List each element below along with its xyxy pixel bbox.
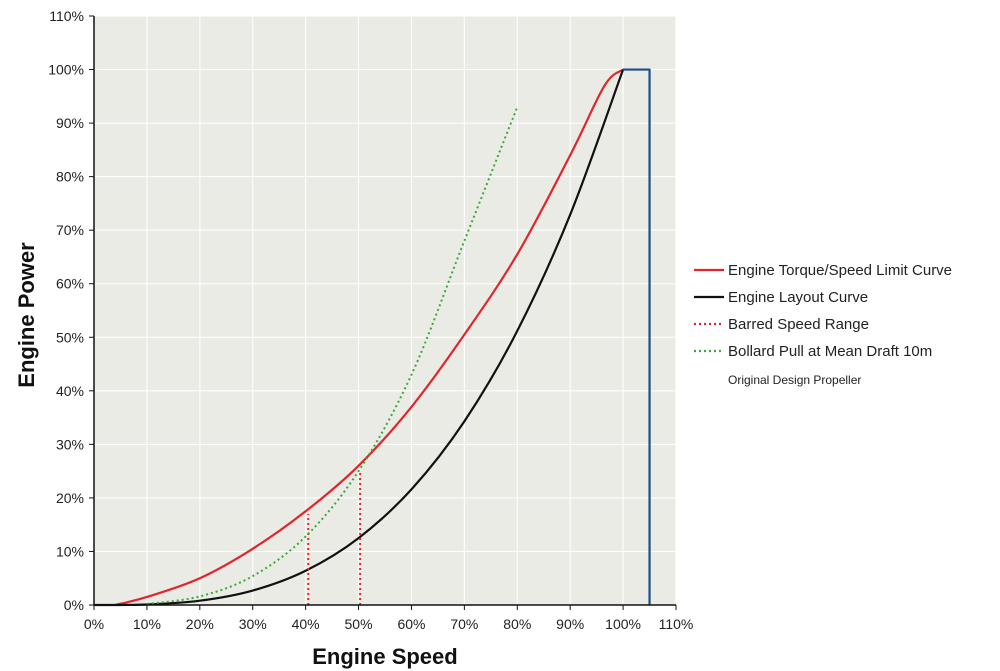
x-tick-label: 80% [503,616,531,632]
legend-label: Engine Torque/Speed Limit Curve [728,262,952,279]
x-tick-label: 110% [659,616,694,632]
y-tick-label: 110% [49,8,84,24]
series-line-bollard-pull-at-mean-draft-10m [146,106,519,605]
y-tick-label: 20% [56,490,84,506]
x-tick-label: 100% [605,616,641,632]
x-tick-label: 60% [397,616,425,632]
y-tick-label: 40% [56,383,84,399]
y-tick-label: 0% [64,597,84,613]
x-axis-title: Engine Speed [312,644,457,669]
x-tick-label: 40% [292,616,320,632]
legend-label: Engine Layout Curve [728,289,868,306]
y-tick-label: 30% [56,436,84,452]
x-tick-label: 20% [186,616,214,632]
y-tick-labels: 0% 10% 20% 30% 40% 50% 60% 70% 80% 90% 100% 110% [48,8,94,613]
y-tick-label: 50% [56,329,84,345]
plot-background [94,16,676,605]
x-tick-label: 30% [239,616,267,632]
x-tick-label: 90% [556,616,584,632]
legend-label: Bollard Pull at Mean Draft 10m [728,343,932,360]
y-tick-label: 10% [56,543,84,559]
y-tick-label: 90% [56,115,84,131]
y-tick-label: 70% [56,222,84,238]
series-line-engine-layout-curve [93,69,625,607]
y-tick-label: 80% [56,169,84,185]
series-layer [93,68,651,607]
x-tick-label: 70% [450,616,478,632]
x-tick-label: 0% [84,616,104,632]
x-tick-labels: 0% 10% 20% 30% 40% 50% 60% 70% 80% 90% 100% 110% [84,605,694,632]
x-tick-label: 10% [133,616,161,632]
legend-label: Barred Speed Range [728,316,869,333]
grid-lines [94,15,677,605]
y-axis-title: Engine Power [14,242,39,388]
axes [93,16,676,606]
y-tick-label: 60% [56,276,84,292]
legend: Engine Torque/Speed Limit Curve Engine La… [694,262,952,360]
y-tick-label: 100% [48,62,84,78]
x-tick-label: 50% [345,616,373,632]
series-line-limit-box [623,68,651,605]
series-line-engine-torque-speed-limit-curve [114,68,624,607]
legend-note: Original Design Propeller [728,373,861,387]
